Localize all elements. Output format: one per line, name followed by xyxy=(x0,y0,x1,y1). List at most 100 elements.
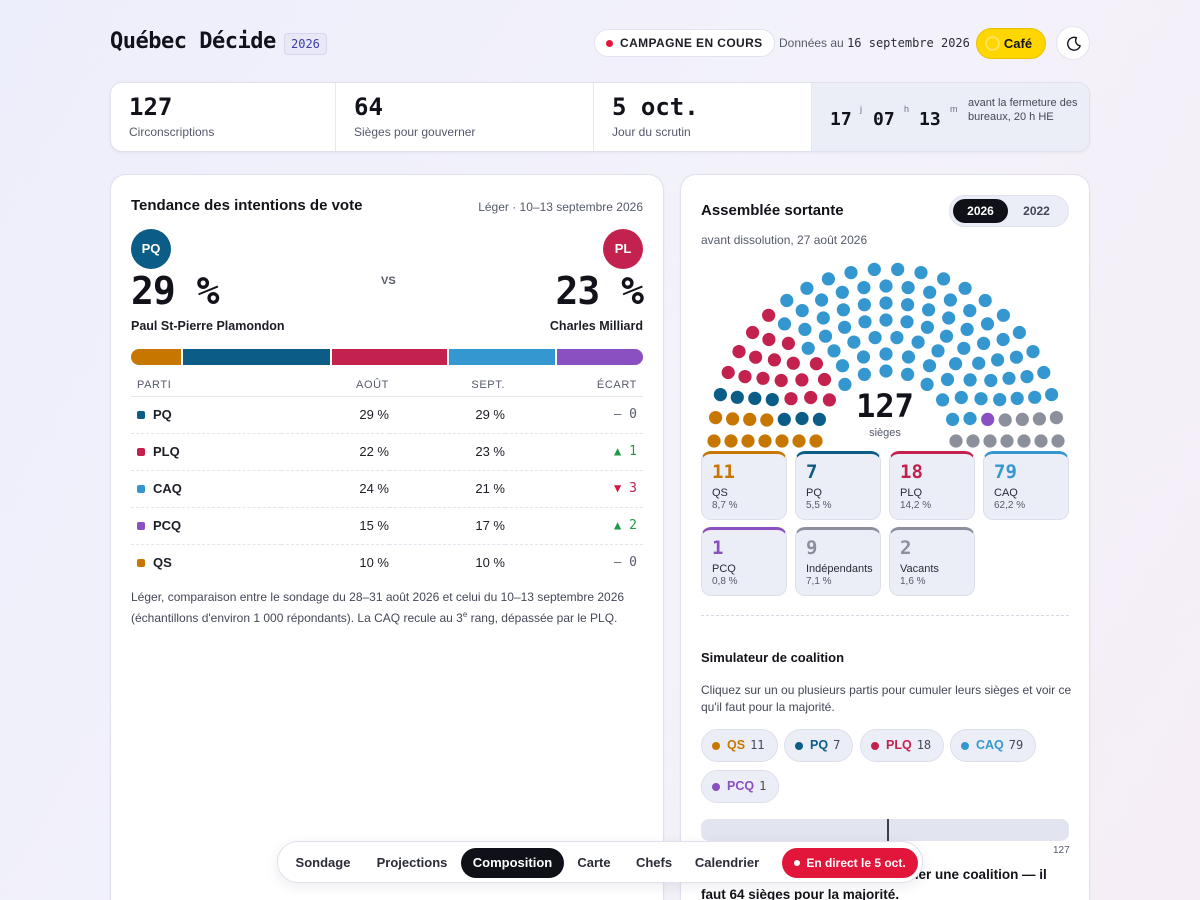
seat-caq xyxy=(836,303,850,317)
seat-caq xyxy=(957,341,971,355)
seat-vacants xyxy=(1017,434,1031,448)
seat-caq xyxy=(890,331,904,345)
nav-item-composition[interactable]: Composition xyxy=(461,848,564,878)
seat-caq xyxy=(939,329,954,343)
august-value: 10 % xyxy=(359,555,389,571)
nav-item-calendrier[interactable]: Calendrier xyxy=(694,855,760,870)
theme-toggle-button[interactable] xyxy=(1056,26,1090,60)
august-value: 24 % xyxy=(281,470,389,508)
coalition-chip-qs[interactable]: QS 11 xyxy=(701,729,778,762)
coalition-chip-plq[interactable]: PLQ 18 xyxy=(860,729,945,762)
august-value: 29 % xyxy=(281,396,389,434)
seat-qs xyxy=(792,434,806,448)
party-table: PARTI AOÛT SEPT. ÉCART PQ 29 % 29 % —0 PLQ 22… xyxy=(131,375,643,581)
seat-caq xyxy=(815,293,829,307)
seat-caq xyxy=(1010,391,1024,405)
brand-title[interactable]: Québec Décide xyxy=(110,29,276,54)
seat-plq xyxy=(795,373,809,387)
coalition-chip-caq[interactable]: CAQ 79 xyxy=(950,729,1037,762)
coalition-max-label: 127 xyxy=(1053,845,1070,856)
party-cell: CAQ xyxy=(131,470,281,508)
data-date: Données au 16 septembre 2026 xyxy=(779,36,970,50)
year-badge: 2026 xyxy=(284,33,327,55)
vote-share-segment-caq xyxy=(449,349,556,365)
seat-qs xyxy=(707,434,721,448)
delta-cell: ▲ 1 xyxy=(505,433,643,471)
seat-caq xyxy=(798,322,812,336)
seat-caq xyxy=(838,377,852,391)
nav-item-chefs[interactable]: Chefs xyxy=(635,855,673,870)
cafe-button[interactable]: Café xyxy=(976,28,1046,59)
seat-caq xyxy=(937,272,951,286)
table-row: PCQ 15 % 17 % ▲ 2 xyxy=(131,507,643,545)
total-seats: 127 xyxy=(856,387,914,425)
seat-caq xyxy=(795,304,809,318)
coalition-chip-pq[interactable]: PQ 7 xyxy=(784,729,854,762)
seat-caq xyxy=(923,285,937,299)
seat-caq xyxy=(879,313,893,327)
september-value: 17 % xyxy=(389,507,505,545)
seat-caq xyxy=(777,317,792,331)
year-option-2026[interactable]: 2026 xyxy=(953,199,1008,223)
delta-cell: —0 xyxy=(505,544,643,581)
seat-caq xyxy=(827,344,841,358)
seat-caq xyxy=(996,332,1010,347)
august-value: 15 % xyxy=(281,507,389,545)
seat-caq xyxy=(980,317,995,331)
party-cell: PLQ xyxy=(131,433,281,471)
nav-item-projections[interactable]: Projections xyxy=(376,855,448,870)
seat-plq xyxy=(817,372,832,387)
seat-caq xyxy=(922,359,937,373)
vote-share-segment-qs xyxy=(131,349,182,365)
coalition-progress-bar xyxy=(701,819,1069,841)
nav-item-sondage[interactable]: Sondage xyxy=(295,855,351,870)
seat-caq xyxy=(991,353,1005,367)
seat-indépendants xyxy=(1015,412,1029,426)
delta-value: 0 xyxy=(629,555,637,571)
seat-caq xyxy=(1026,345,1040,359)
party-swatch xyxy=(137,410,145,419)
seat-qs xyxy=(775,434,789,448)
seat-caq xyxy=(857,298,871,312)
plq-leader-name: Charles Milliard xyxy=(549,319,643,333)
tile-party-name: QS xyxy=(712,487,728,499)
tile-seat-share: 62,2 % xyxy=(994,500,1026,511)
chip-seat-count: 11 xyxy=(750,738,765,752)
countdown-days: 17 xyxy=(830,109,852,130)
seat-caq xyxy=(963,411,977,426)
tile-seat-count: 11 xyxy=(712,461,735,483)
seat-caq xyxy=(977,336,991,350)
seat-qs xyxy=(724,434,738,448)
coalition-chip-pcq[interactable]: PCQ 1 xyxy=(701,770,780,803)
tile-seat-count: 2 xyxy=(900,537,912,559)
col-august: AOÛT xyxy=(281,375,389,397)
tile-party-name: Indépendants xyxy=(806,563,873,575)
tile-seat-share: 8,7 % xyxy=(712,500,738,511)
seat-caq xyxy=(940,372,955,387)
stat-value: 127 xyxy=(129,93,173,121)
seat-caq xyxy=(867,262,881,276)
seat-caq xyxy=(901,367,915,381)
nav-item-carte[interactable]: Carte xyxy=(577,855,611,870)
year-option-2022[interactable]: 2022 xyxy=(1023,204,1050,218)
delta-value: 1 xyxy=(629,444,637,459)
seat-plq xyxy=(746,325,760,340)
seat-pq xyxy=(713,388,727,402)
seat-caq xyxy=(942,311,956,325)
party-seat-tile: 79 CAQ 62,2 % xyxy=(983,451,1069,520)
seat-plq xyxy=(762,308,776,322)
live-results-button[interactable]: En direct le 5 oct. xyxy=(782,848,918,878)
seat-pq xyxy=(777,412,791,426)
seat-qs xyxy=(741,434,755,448)
stats-strip: 127 Circonscriptions 64 Sièges pour gouv… xyxy=(110,82,1090,152)
seat-plq xyxy=(804,390,818,405)
tile-seat-count: 7 xyxy=(806,461,818,483)
tile-seat-share: 0,8 % xyxy=(712,576,738,587)
seat-caq xyxy=(1020,370,1034,384)
seat-pq xyxy=(795,411,809,426)
tile-seat-count: 1 xyxy=(712,537,724,559)
tile-party-name: PQ xyxy=(806,487,822,499)
countdown-text: avant la fermeture des bureaux, 20 h HE xyxy=(968,97,1078,123)
delta-value: 3 xyxy=(629,481,637,496)
seat-caq xyxy=(954,390,968,405)
